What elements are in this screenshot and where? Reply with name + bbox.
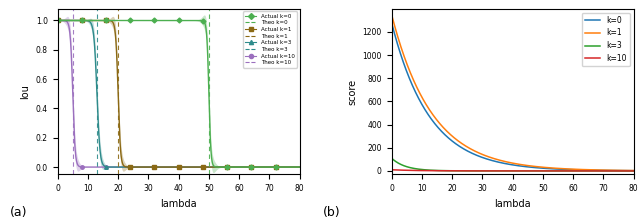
k=10 — [388, 169, 396, 171]
Actual k=0 — [244, 166, 252, 168]
Actual k=0 — [66, 19, 74, 22]
k=10 — [581, 170, 589, 172]
k=1 — [630, 169, 637, 172]
Line: Actual k=0: Actual k=0 — [56, 19, 301, 169]
Line: k=0: k=0 — [392, 23, 634, 171]
Actual k=0 — [172, 19, 179, 22]
Actual k=10 — [289, 166, 296, 168]
Actual k=1 — [54, 19, 61, 22]
Line: k=10: k=10 — [392, 170, 634, 171]
Y-axis label: score: score — [347, 78, 357, 105]
Actual k=10 — [296, 166, 303, 168]
k=3 — [388, 157, 396, 160]
k=3 — [486, 170, 493, 172]
Line: Actual k=3: Actual k=3 — [56, 19, 301, 169]
Actual k=0 — [165, 19, 173, 22]
k=3 — [412, 167, 420, 170]
k=1 — [554, 167, 562, 170]
k=3 — [554, 170, 562, 172]
k=10 — [486, 170, 493, 172]
Actual k=1 — [66, 19, 74, 22]
Text: (a): (a) — [10, 206, 27, 218]
Actual k=1 — [296, 166, 303, 168]
Actual k=3 — [172, 166, 179, 168]
k=1 — [581, 168, 589, 171]
k=1 — [388, 13, 396, 16]
Actual k=0 — [296, 166, 303, 168]
Line: k=1: k=1 — [392, 15, 634, 170]
Actual k=10 — [54, 19, 61, 22]
Actual k=10 — [66, 32, 74, 35]
Actual k=10 — [244, 166, 252, 168]
k=10 — [554, 170, 562, 172]
k=1 — [486, 156, 493, 158]
k=10 — [630, 170, 637, 172]
X-axis label: lambda: lambda — [494, 199, 531, 209]
Actual k=0 — [54, 19, 61, 22]
Line: Actual k=10: Actual k=10 — [56, 19, 301, 169]
Actual k=3 — [289, 166, 296, 168]
Actual k=3 — [244, 166, 252, 168]
Actual k=10 — [289, 166, 296, 168]
Actual k=1 — [172, 166, 179, 168]
Actual k=0 — [289, 166, 296, 168]
Actual k=3 — [54, 19, 61, 22]
k=0 — [412, 92, 420, 95]
Actual k=3 — [66, 19, 74, 22]
Actual k=3 — [165, 166, 173, 168]
Actual k=1 — [289, 166, 296, 168]
Actual k=3 — [296, 166, 303, 168]
k=0 — [494, 161, 502, 163]
Actual k=10 — [165, 166, 173, 168]
Actual k=0 — [289, 166, 296, 168]
k=10 — [494, 170, 502, 172]
k=10 — [577, 170, 584, 172]
Y-axis label: lou: lou — [20, 84, 30, 99]
k=3 — [581, 170, 589, 172]
Actual k=1 — [165, 166, 173, 168]
k=3 — [494, 170, 502, 172]
Actual k=1 — [289, 166, 296, 168]
X-axis label: lambda: lambda — [160, 199, 197, 209]
k=1 — [494, 158, 502, 161]
k=1 — [577, 168, 584, 171]
k=0 — [581, 169, 589, 171]
k=3 — [630, 170, 637, 172]
Actual k=1 — [244, 166, 252, 168]
Legend: Actual k=0, Theo k=0, Actual k=1, Theo k=1, Actual k=3, Theo k=3, Actual k=10, T: Actual k=0, Theo k=0, Actual k=1, Theo k… — [243, 12, 297, 68]
k=0 — [577, 169, 584, 171]
Text: (b): (b) — [323, 206, 341, 218]
k=0 — [388, 21, 396, 24]
k=0 — [554, 168, 562, 170]
k=0 — [486, 158, 493, 161]
Line: k=3: k=3 — [392, 158, 634, 171]
Line: Actual k=1: Actual k=1 — [56, 19, 301, 169]
k=10 — [412, 169, 420, 172]
Legend: k=0, k=1, k=3, k=10: k=0, k=1, k=3, k=10 — [582, 13, 630, 66]
k=0 — [630, 169, 637, 172]
k=3 — [577, 170, 584, 172]
Actual k=10 — [172, 166, 179, 168]
k=1 — [412, 85, 420, 87]
Actual k=3 — [289, 166, 296, 168]
